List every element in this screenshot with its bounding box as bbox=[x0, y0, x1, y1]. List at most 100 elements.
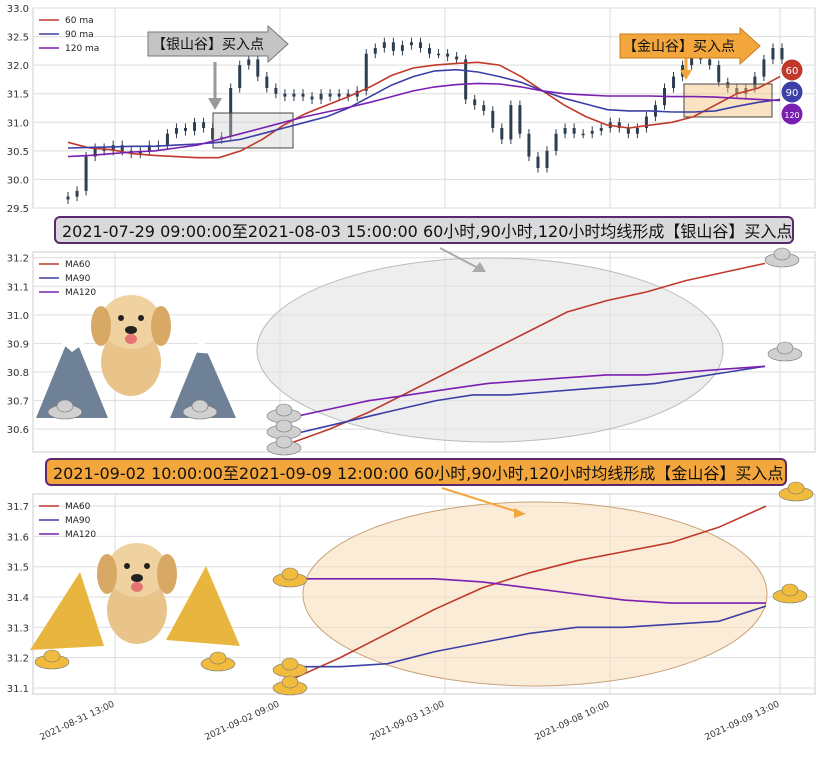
candle-body bbox=[409, 42, 413, 46]
legend-label: 60 ma bbox=[65, 16, 94, 26]
candle-body bbox=[337, 93, 341, 97]
candle-body bbox=[527, 133, 531, 157]
series-line-120-ma bbox=[67, 82, 781, 158]
candle-body bbox=[771, 48, 775, 60]
dog-ear-right bbox=[151, 306, 171, 346]
candle-body bbox=[672, 76, 676, 88]
candle-body bbox=[554, 133, 558, 151]
y-tick-label: 31.6 bbox=[7, 532, 29, 543]
y-tick-label: 30.5 bbox=[7, 147, 29, 158]
dog-tongue bbox=[131, 582, 143, 592]
ingot-top bbox=[43, 649, 61, 663]
dog-tongue bbox=[125, 334, 137, 344]
ma-badge-label: 90 bbox=[786, 88, 799, 99]
candle-body bbox=[400, 45, 404, 51]
candle-body bbox=[455, 56, 459, 60]
dog-eye bbox=[124, 563, 130, 569]
gold-label-arrow bbox=[619, 26, 761, 66]
ma-badge-label: 120 bbox=[784, 111, 799, 120]
dog-ear-right bbox=[157, 554, 177, 594]
silver-dog-illustration bbox=[91, 295, 171, 396]
dog-eye bbox=[118, 315, 124, 321]
candle-body bbox=[635, 128, 639, 134]
y-tick-label: 30.8 bbox=[7, 368, 29, 379]
legend-label: MA60 bbox=[65, 260, 91, 270]
legend-label: 120 ma bbox=[65, 44, 99, 54]
candle-body bbox=[274, 88, 278, 94]
y-tick-label: 31.1 bbox=[7, 282, 29, 293]
dog-head bbox=[107, 543, 167, 597]
candle-body bbox=[428, 48, 432, 54]
candle-body bbox=[283, 93, 287, 97]
candle-body bbox=[328, 93, 332, 97]
y-tick-label: 31.5 bbox=[7, 90, 29, 101]
gold-ingot-icon bbox=[772, 583, 808, 604]
silver-pointer bbox=[439, 247, 479, 269]
gold-dog-illustration bbox=[97, 543, 177, 644]
candle-body bbox=[780, 48, 784, 60]
candle-body bbox=[464, 59, 468, 100]
candle-body bbox=[391, 42, 395, 51]
legend-label: MA90 bbox=[65, 274, 91, 284]
candle-body bbox=[762, 59, 766, 77]
dog-eye bbox=[144, 563, 150, 569]
ingot-top bbox=[275, 403, 293, 417]
silver-ingot-icon bbox=[182, 399, 218, 420]
series-line-90-ma bbox=[67, 68, 781, 149]
y-tick-label: 31.1 bbox=[7, 684, 29, 695]
candle-body bbox=[473, 99, 477, 106]
ingot-top bbox=[281, 657, 299, 671]
gold-valley-banner: 2021-09-02 10:00:00至2021-09-09 12:00:00 … bbox=[45, 458, 787, 486]
candle-body bbox=[238, 65, 242, 88]
mountain-left bbox=[36, 330, 108, 418]
series-line-ma90 bbox=[293, 605, 767, 668]
ingot-top bbox=[275, 419, 293, 433]
y-tick-label: 33.0 bbox=[7, 4, 29, 15]
legend-label: MA120 bbox=[65, 530, 96, 540]
silver-ingot-icon bbox=[47, 399, 83, 420]
gold-highlight-ellipse bbox=[302, 501, 768, 687]
candle-body bbox=[536, 156, 540, 168]
candle-body bbox=[301, 93, 305, 97]
candle-body bbox=[355, 90, 359, 97]
ingot-top bbox=[776, 341, 794, 355]
y-tick-label: 31.0 bbox=[7, 118, 29, 129]
dog-ear-left bbox=[97, 554, 117, 594]
candle-body bbox=[726, 82, 730, 88]
series-line-ma120 bbox=[293, 577, 766, 604]
gold-pointer-head bbox=[514, 508, 526, 518]
ingot-top bbox=[787, 481, 805, 495]
candle-body bbox=[66, 196, 70, 200]
candle-body bbox=[753, 76, 757, 88]
series-line-ma90 bbox=[289, 365, 766, 436]
candle-body bbox=[93, 148, 97, 157]
y-tick-label: 31.2 bbox=[7, 654, 29, 665]
candle-body bbox=[346, 93, 350, 97]
mountain-snow bbox=[190, 340, 214, 354]
candle-body bbox=[599, 128, 603, 131]
candle-body bbox=[446, 53, 450, 57]
candle-body bbox=[292, 93, 296, 97]
dog-nose bbox=[125, 326, 137, 334]
series-line-ma120 bbox=[289, 365, 766, 419]
candle-body bbox=[590, 130, 594, 134]
gold-ingot-icon bbox=[272, 657, 308, 678]
silver-ingot-icon bbox=[767, 341, 803, 362]
mountain-snow bbox=[58, 330, 86, 352]
silver-ingot-icon bbox=[266, 419, 302, 440]
gold-pyramid-right bbox=[166, 566, 240, 646]
silver-arrow-head bbox=[208, 98, 222, 110]
candle-body bbox=[509, 105, 513, 140]
candle-body bbox=[418, 42, 422, 48]
candle-body bbox=[84, 156, 88, 191]
candle-body bbox=[183, 128, 187, 131]
candle-body bbox=[626, 128, 630, 134]
candle-body bbox=[617, 122, 621, 128]
gold-ingot-icon bbox=[272, 675, 308, 696]
silver-ingot-icon bbox=[266, 435, 302, 456]
candle-body bbox=[174, 128, 178, 134]
ingot-top bbox=[281, 567, 299, 581]
x-tick-label: 2021-09-08 10:00 bbox=[534, 700, 612, 743]
candle-body bbox=[500, 128, 504, 140]
